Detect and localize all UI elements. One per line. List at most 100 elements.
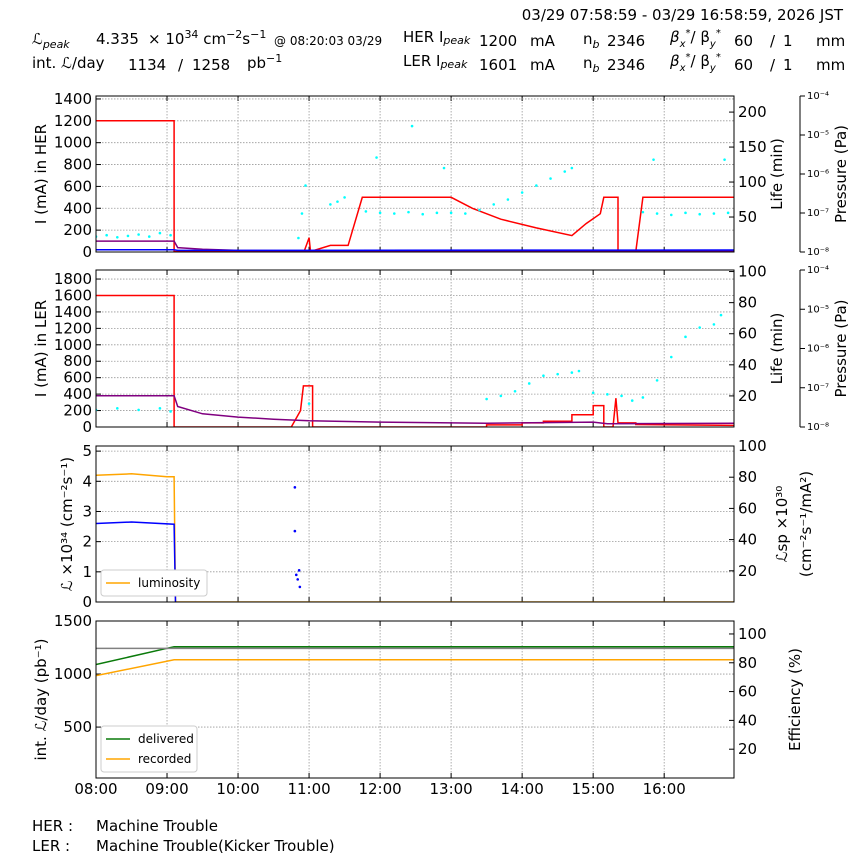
y-tick-label: 600 xyxy=(63,177,92,195)
point xyxy=(296,578,300,581)
footer-her-label: HER : xyxy=(32,817,73,835)
y3-tick-label: 10⁻⁸ xyxy=(807,422,829,433)
footer-ler-status: Machine Trouble(Kicker Trouble) xyxy=(96,837,335,855)
sub: x xyxy=(679,39,686,50)
point xyxy=(652,158,655,161)
point xyxy=(375,156,378,159)
legend-label: luminosity xyxy=(138,576,200,590)
y3-label: Pressure (Pa) xyxy=(832,299,850,397)
line xyxy=(96,659,734,677)
int-lumi-unit: pb−1 xyxy=(247,52,282,72)
y2-label: Life (min) xyxy=(768,313,786,385)
point xyxy=(630,399,634,402)
her-beta: βx*/ βy* xyxy=(669,28,721,50)
point xyxy=(513,389,517,393)
point xyxy=(105,233,108,237)
point xyxy=(297,569,301,572)
y3-tick-label: 10⁻⁸ xyxy=(807,247,829,258)
beta: / β xyxy=(691,28,710,46)
point xyxy=(464,212,467,215)
sub: y xyxy=(709,63,717,74)
point xyxy=(712,212,716,215)
legend-label: delivered xyxy=(138,732,194,746)
y-tick-label: 200 xyxy=(63,221,92,239)
ler-label: LER Ipeak xyxy=(403,52,468,71)
y-tick-label: 0 xyxy=(82,418,92,436)
y-tick-label: 1000 xyxy=(54,665,92,683)
plot-frame xyxy=(95,95,735,253)
sub: x xyxy=(679,63,686,74)
point xyxy=(535,184,538,187)
sup: −1 xyxy=(266,52,282,65)
unit: cm xyxy=(198,30,226,48)
y-tick-label: 0 xyxy=(82,593,92,611)
legend-label: recorded xyxy=(138,752,191,766)
point xyxy=(169,410,172,413)
ler-beta: βx*/ βy* xyxy=(669,52,721,74)
y-tick-label: 0 xyxy=(82,243,92,261)
line xyxy=(96,120,734,252)
y-tick-label: 1500 xyxy=(54,612,92,630)
y2-tick-label: 100 xyxy=(738,263,767,281)
point xyxy=(641,210,645,214)
sub: peak xyxy=(439,58,467,71)
point xyxy=(307,402,311,405)
lpeak-time: @ 08:20:03 03/29 xyxy=(274,34,382,48)
sup: 34 xyxy=(184,28,198,41)
y-label: int. ℒ/day (pb⁻¹) xyxy=(32,639,50,761)
sup: * xyxy=(716,52,721,63)
her-current: 1200 xyxy=(479,32,517,50)
beta: β xyxy=(669,52,680,70)
point xyxy=(669,213,673,217)
point xyxy=(620,394,623,398)
label: n xyxy=(583,54,593,72)
point xyxy=(116,236,119,239)
lpeak-unit: × 1034 cm−2s−1 xyxy=(148,28,266,48)
point xyxy=(492,203,496,206)
y-tick-label: 1 xyxy=(82,563,92,581)
point xyxy=(364,210,368,213)
y2-tick-label: 40 xyxy=(738,531,757,549)
y2-tick-label: 40 xyxy=(738,711,757,729)
sub: peak xyxy=(442,34,470,47)
y-label: I (mA) in LER xyxy=(32,300,50,397)
sub: y xyxy=(709,39,717,50)
beta: / β xyxy=(691,52,710,70)
y-tick-label: 400 xyxy=(63,385,92,403)
y-tick-label: 1800 xyxy=(54,270,92,288)
ler-unit: mA xyxy=(530,56,556,74)
y3-tick-label: 10⁻⁴ xyxy=(807,265,829,276)
plot-frame xyxy=(95,620,735,779)
timespan: 03/29 07:58:59 - 03/29 16:58:59, 2026 JS… xyxy=(522,6,844,24)
lpeak-label: ℒpeak xyxy=(32,30,70,51)
y-tick-label: 1600 xyxy=(54,286,92,304)
y2-tick-label: 20 xyxy=(738,740,757,758)
y-tick-label: 200 xyxy=(63,402,92,420)
point xyxy=(606,393,609,396)
her-slash: / xyxy=(770,32,776,50)
point xyxy=(300,212,304,215)
point xyxy=(147,235,151,238)
legend-box xyxy=(100,725,198,773)
line xyxy=(96,249,734,252)
line xyxy=(96,395,734,425)
point xyxy=(435,211,439,215)
point xyxy=(684,335,687,339)
y-tick-label: 2 xyxy=(82,533,92,551)
point xyxy=(304,184,307,187)
x-tick-label: 09:00 xyxy=(145,780,188,798)
y3-tick-label: 10⁻⁶ xyxy=(807,344,829,355)
point xyxy=(478,208,481,212)
point xyxy=(527,382,531,385)
her-unit: mA xyxy=(530,32,556,50)
point xyxy=(641,396,645,399)
sup: * xyxy=(716,28,721,39)
y-tick-label: 1400 xyxy=(54,90,92,108)
y-label: ℒ ×10³⁴ (cm⁻²s⁻¹) xyxy=(58,457,76,591)
y3-tick-label: 10⁻⁴ xyxy=(807,91,829,102)
sup: −2 xyxy=(226,28,242,41)
int-lumi-value2: 1258 xyxy=(192,56,230,74)
point xyxy=(449,211,453,215)
y-tick-label: 4 xyxy=(82,472,92,490)
